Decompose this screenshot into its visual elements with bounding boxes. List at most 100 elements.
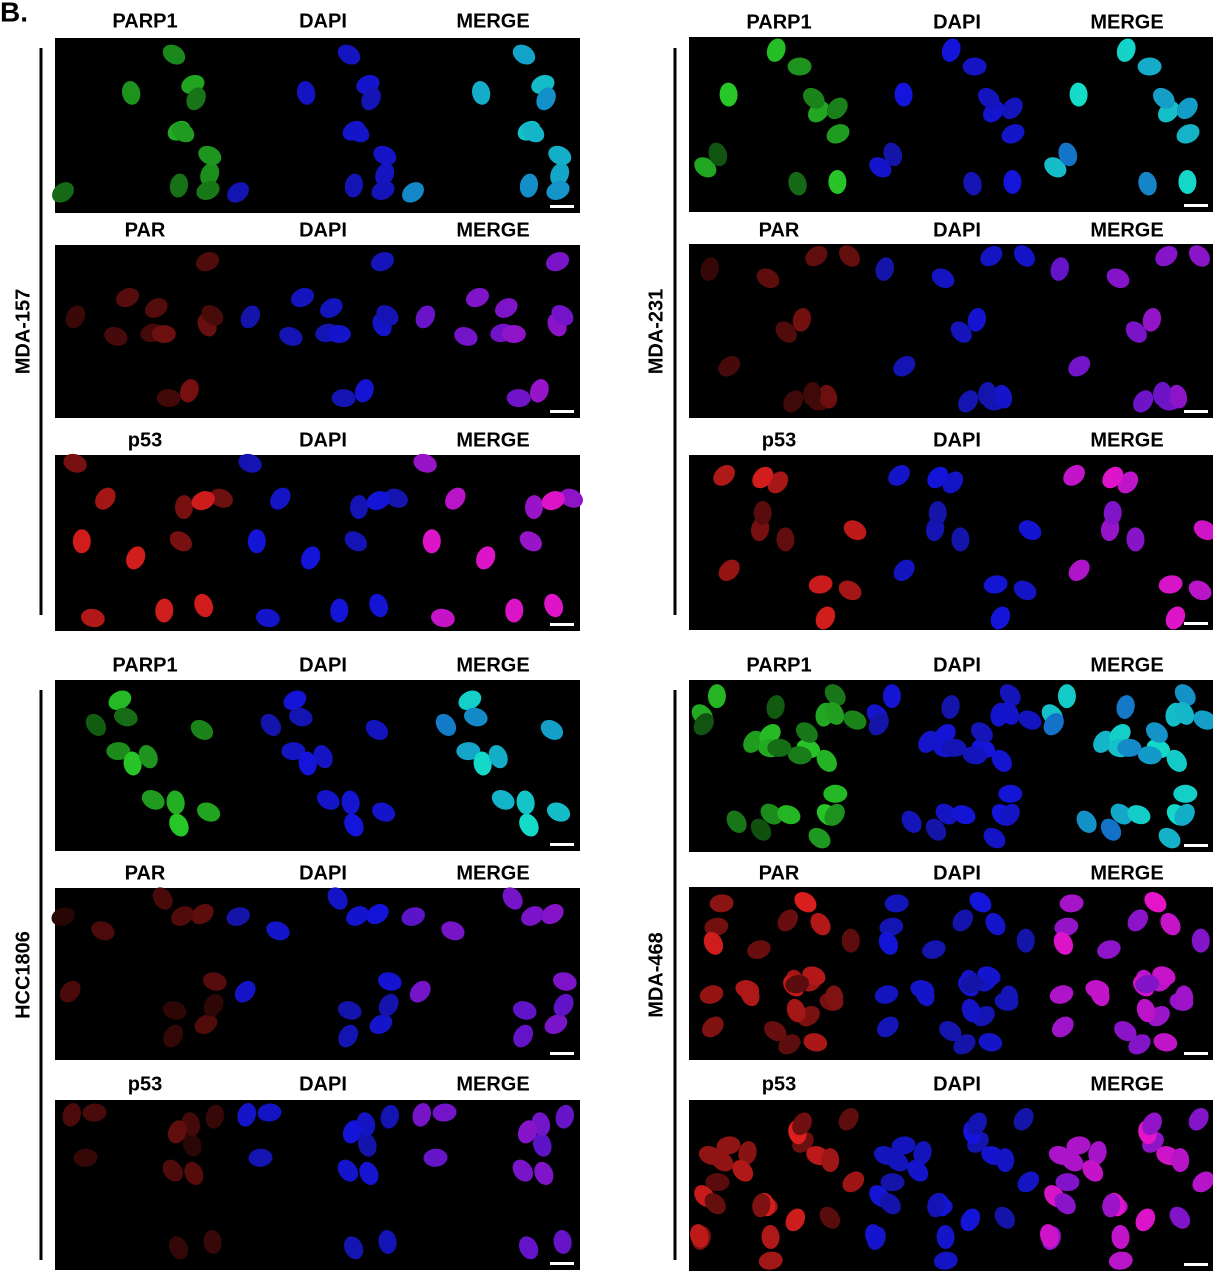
nucleus: [985, 912, 1006, 936]
nucleus: [803, 381, 822, 406]
nucleus: [893, 356, 916, 377]
nucleus: [952, 805, 976, 825]
nucleus: [337, 1001, 362, 1020]
nucleus: [756, 268, 780, 289]
nucleus: [435, 713, 457, 736]
nucleus: [922, 940, 946, 959]
nucleus: [378, 993, 399, 1017]
nucleus: [843, 520, 867, 541]
nucleus: [816, 749, 837, 772]
nucleus: [927, 1193, 946, 1218]
nucleus: [999, 684, 1021, 706]
nucleus: [1059, 894, 1084, 913]
nucleus: [825, 985, 844, 1010]
channel-label: MERGE: [1090, 1073, 1163, 1095]
nucleus: [1169, 1206, 1191, 1229]
nucleus: [175, 495, 194, 520]
nucleus: [808, 575, 833, 594]
nucleus: [226, 907, 250, 926]
channel-label: MERGE: [1090, 11, 1163, 33]
channel-label: PAR: [125, 862, 166, 884]
nucleus: [1137, 57, 1162, 76]
nucleus: [1188, 245, 1210, 267]
nucleus: [803, 1033, 828, 1052]
channel-label: PARP1: [746, 654, 811, 676]
nucleus: [441, 921, 465, 941]
nucleus: [1117, 738, 1142, 757]
nucleus: [525, 495, 544, 520]
nucleus: [316, 790, 340, 810]
nucleus: [1176, 97, 1198, 120]
nucleus: [123, 751, 142, 776]
nucleus: [85, 713, 107, 736]
channel-label: MERGE: [1090, 862, 1163, 884]
nucleus: [464, 707, 488, 727]
nucleus: [1188, 580, 1212, 601]
nucleus: [978, 87, 1000, 109]
nucleus: [983, 827, 1006, 849]
nucleus: [559, 488, 583, 508]
nucleus: [894, 82, 913, 107]
nucleus: [967, 1112, 987, 1136]
nucleus: [240, 305, 261, 329]
nucleus: [1192, 1171, 1213, 1193]
nucleus: [346, 906, 369, 926]
nucleus: [1088, 1141, 1107, 1165]
nucleus: [65, 305, 86, 329]
nucleus: [1013, 1108, 1034, 1131]
nucleus: [718, 356, 741, 377]
nucleus: [505, 598, 524, 623]
nucleus: [184, 1161, 204, 1185]
nucleus: [709, 894, 734, 913]
nucleus: [270, 487, 291, 510]
nucleus: [1158, 827, 1181, 849]
nucleus: [1058, 142, 1078, 167]
nucleus: [495, 298, 518, 318]
nucleus: [402, 182, 424, 203]
nucleus: [126, 546, 146, 570]
scale-bar: [550, 1052, 574, 1055]
nucleus: [753, 500, 772, 525]
nucleus: [824, 803, 845, 826]
nucleus: [201, 305, 224, 326]
nucleus: [326, 325, 351, 344]
nucleus: [805, 245, 828, 267]
channel-label: DAPI: [933, 219, 981, 241]
nucleus: [1017, 1171, 1040, 1193]
nucleus: [59, 980, 81, 1003]
channel-label: MERGE: [456, 10, 529, 32]
nucleus: [990, 606, 1011, 630]
nucleus: [1063, 465, 1085, 486]
nucleus: [1191, 928, 1210, 953]
nucleus: [794, 891, 817, 913]
nucleus: [1111, 1225, 1130, 1250]
nucleus: [51, 907, 75, 926]
nucleus: [155, 598, 174, 623]
nucleus: [939, 1021, 962, 1042]
nucleus: [529, 379, 549, 403]
nucleus: [1153, 381, 1172, 406]
channel-label: PAR: [759, 219, 800, 241]
nucleus: [1040, 1224, 1059, 1248]
nucleus: [151, 325, 176, 344]
nucleus: [330, 598, 349, 623]
nucleus: [169, 531, 193, 552]
nucleus: [960, 974, 985, 994]
nucleus: [1116, 695, 1135, 719]
nucleus: [878, 931, 899, 955]
nucleus: [842, 1171, 865, 1193]
nucleus: [993, 384, 1013, 409]
nucleus: [266, 921, 290, 941]
nucleus: [1013, 580, 1037, 601]
nucleus: [115, 287, 140, 308]
nucleus: [888, 465, 910, 486]
nucleus: [519, 173, 539, 198]
nucleus: [1001, 124, 1025, 144]
nucleus: [423, 1148, 448, 1167]
nucleus: [162, 44, 186, 65]
nucleus: [925, 818, 947, 841]
nucleus: [884, 894, 909, 913]
nucleus: [719, 82, 738, 107]
nucleus: [346, 122, 370, 143]
nucleus: [501, 325, 526, 344]
